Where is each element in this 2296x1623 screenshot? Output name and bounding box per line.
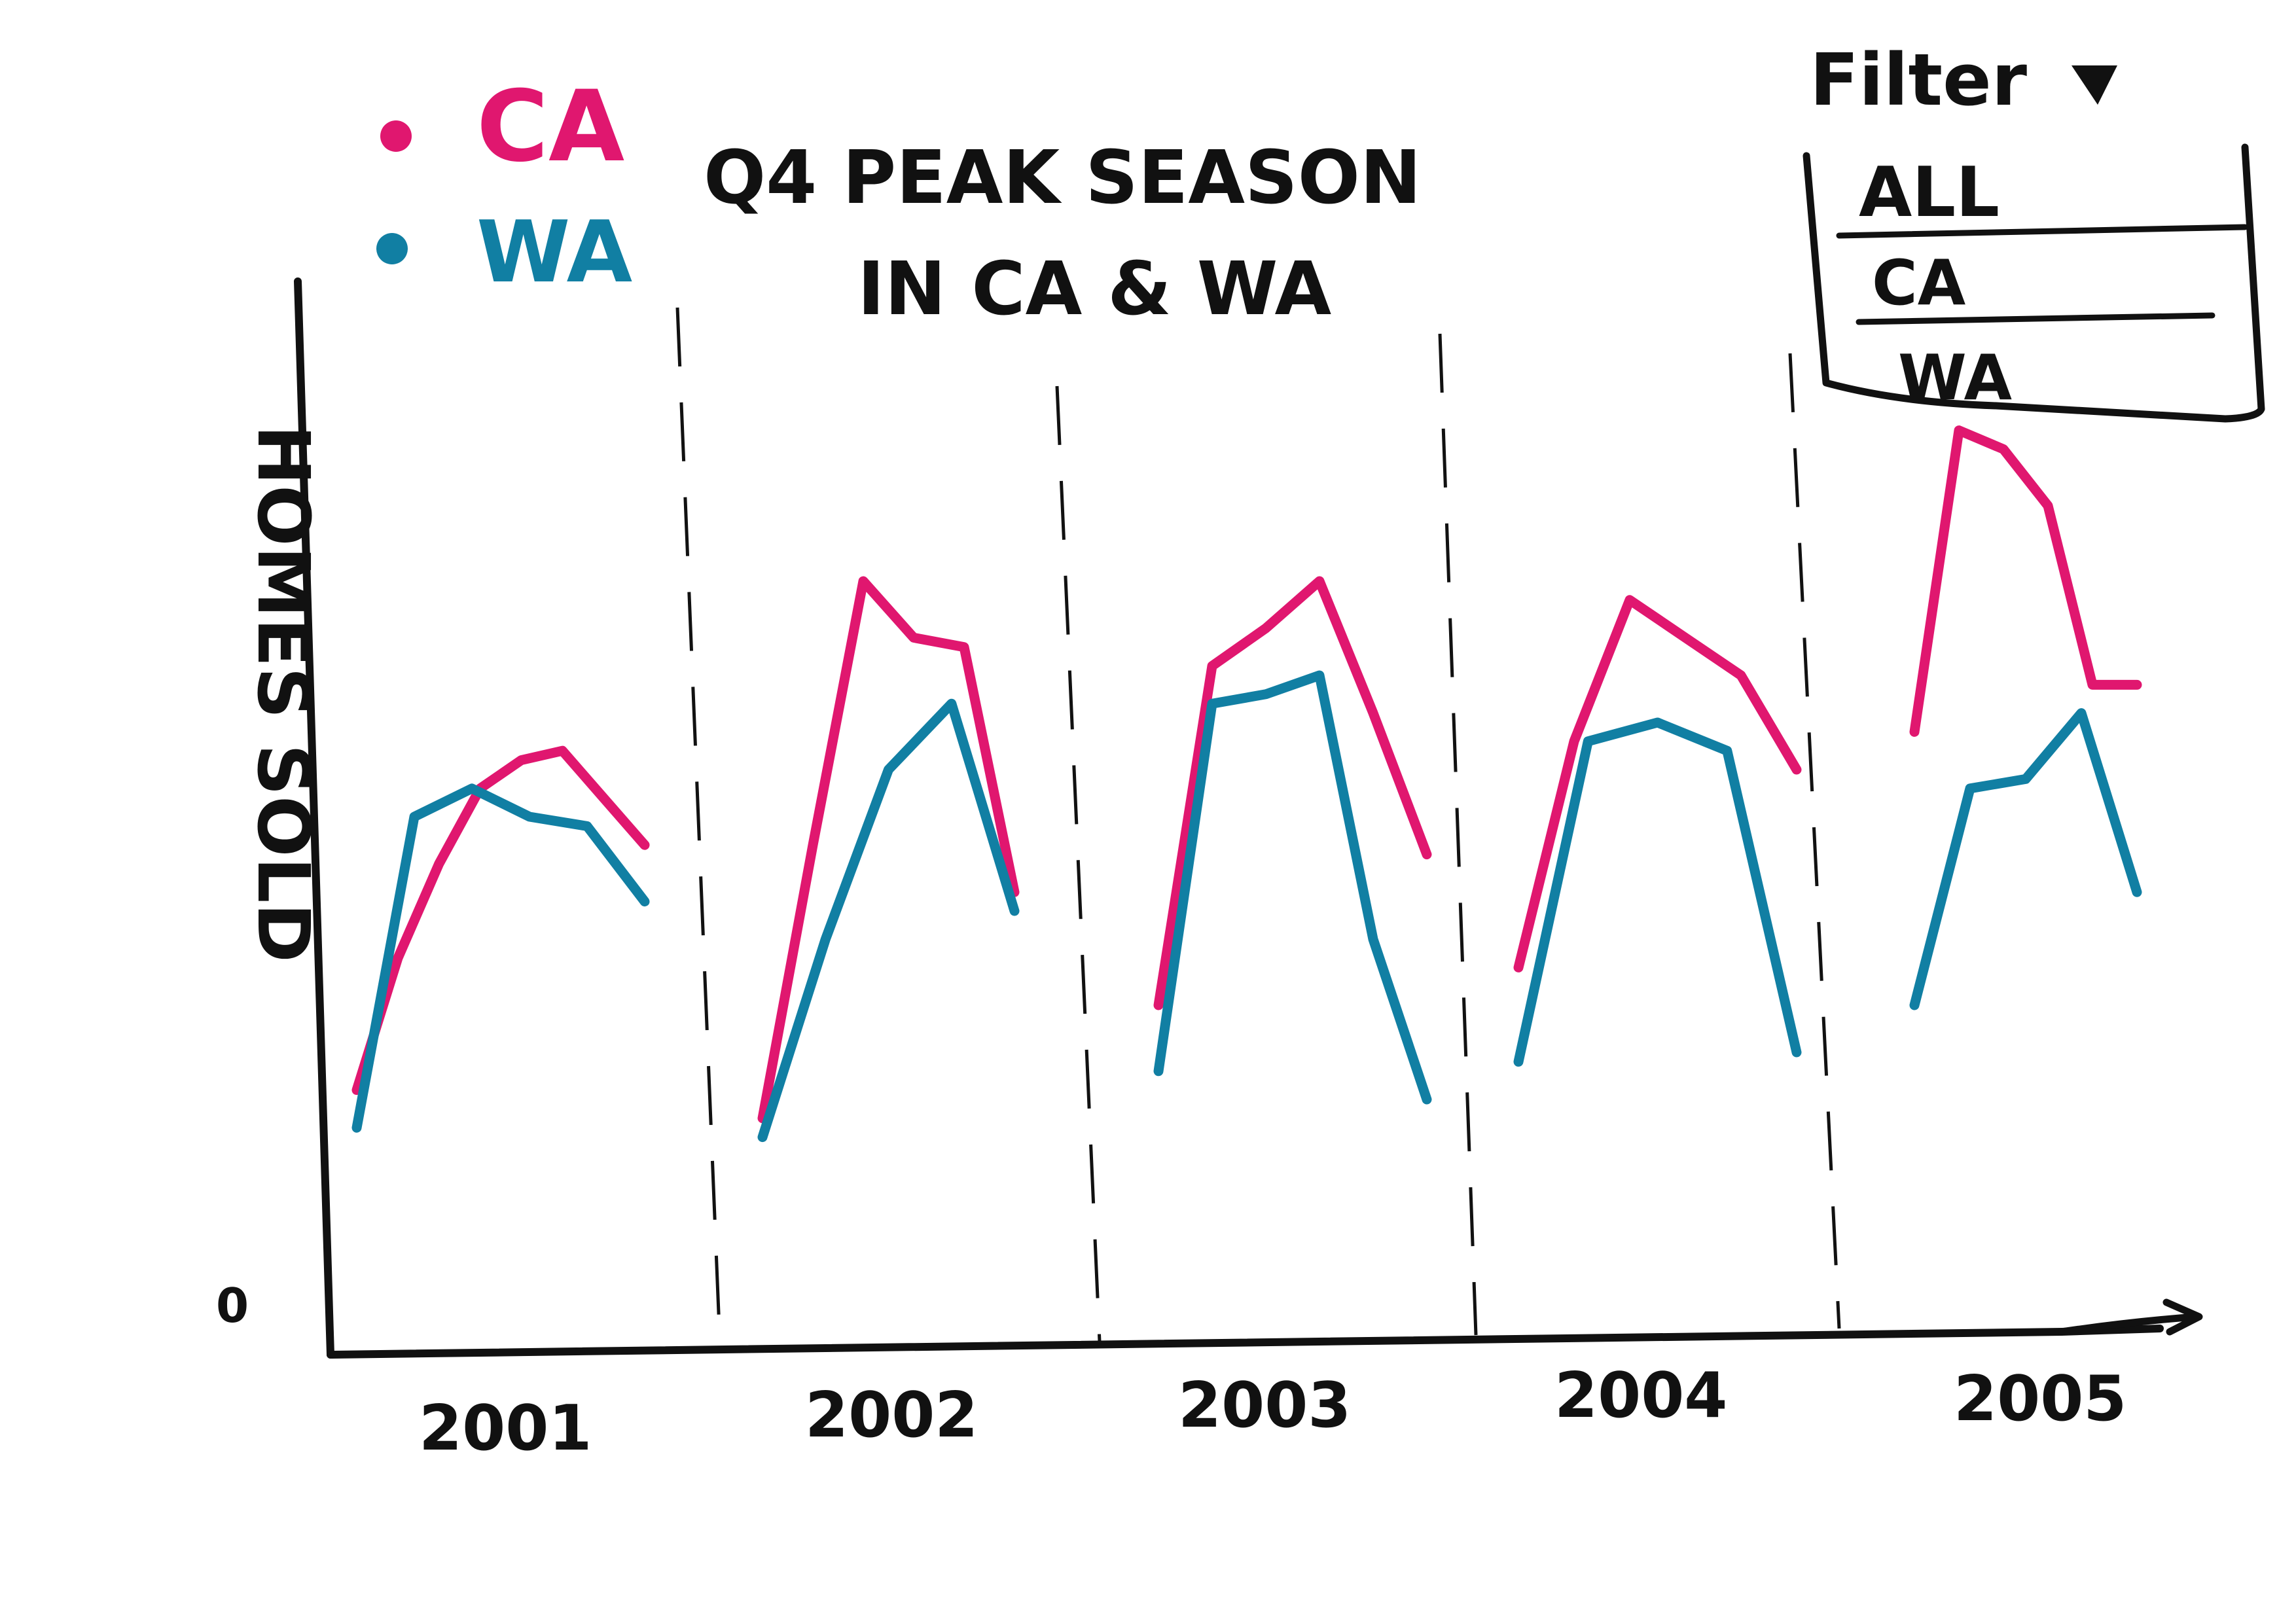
filter-divider-1 [1836, 224, 2248, 239]
triangle-down-icon[interactable] [2072, 65, 2117, 105]
y-axis-zero-label: 0 [216, 1278, 249, 1333]
legend-dot-ca [380, 120, 412, 152]
series-line-wa-2001 [351, 783, 650, 1133]
filter-control[interactable]: Filter ALL CA WA [1803, 38, 2265, 423]
legend-label-wa: WA [476, 202, 632, 302]
series-line-wa-2002 [757, 698, 1020, 1143]
filter-dropdown-box [1803, 143, 2265, 423]
series-line-wa-2003 [1153, 670, 1432, 1105]
x-tick-label-2002: 2002 [805, 1380, 978, 1452]
series-line-wa-2005 [1909, 708, 2142, 1010]
x-axis [327, 1325, 2164, 1359]
x-axis-arrow-icon [2058, 1298, 2203, 1336]
filter-option-ca[interactable]: CA [1872, 247, 1966, 319]
series-line-ca-2005 [1909, 425, 2142, 737]
filter-option-all[interactable]: ALL [1859, 152, 2000, 232]
y-axis [294, 277, 334, 1359]
series-line-ca-2003 [1153, 576, 1432, 1010]
legend-label-ca: CA [476, 70, 624, 184]
series-line-wa-2004 [1513, 717, 1802, 1067]
separator-2003-2004 [1438, 333, 1478, 1336]
x-tick-label-2004: 2004 [1554, 1360, 1727, 1432]
y-axis-label: HOMES SOLD [242, 425, 325, 963]
filter-option-wa[interactable]: WA [1898, 342, 2013, 414]
x-tick-label-2001: 2001 [419, 1393, 592, 1465]
filter-divider-2 [1856, 312, 2215, 325]
series-line-ca-2002 [757, 576, 1020, 1124]
legend: CA WA [376, 70, 632, 302]
separator-2004-2005 [1788, 353, 1841, 1329]
separator-2002-2003 [1055, 385, 1102, 1342]
chart-title-line-2: IN CA & WA [857, 247, 1331, 332]
x-tick-labels: 2001 2002 2003 2004 2005 [419, 1360, 2126, 1465]
series-layer [351, 425, 2142, 1143]
x-tick-label-2003: 2003 [1178, 1370, 1351, 1442]
chart-title-line-1: Q4 PEAK SEASON [704, 135, 1422, 221]
series-line-ca-2004 [1513, 595, 1802, 972]
legend-dot-wa [376, 233, 408, 264]
x-tick-label-2005: 2005 [1954, 1363, 2126, 1435]
filter-label[interactable]: Filter [1810, 38, 2027, 122]
year-separators [675, 307, 1841, 1346]
series-line-ca-2001 [351, 745, 650, 1096]
separator-2001-2002 [675, 307, 722, 1346]
